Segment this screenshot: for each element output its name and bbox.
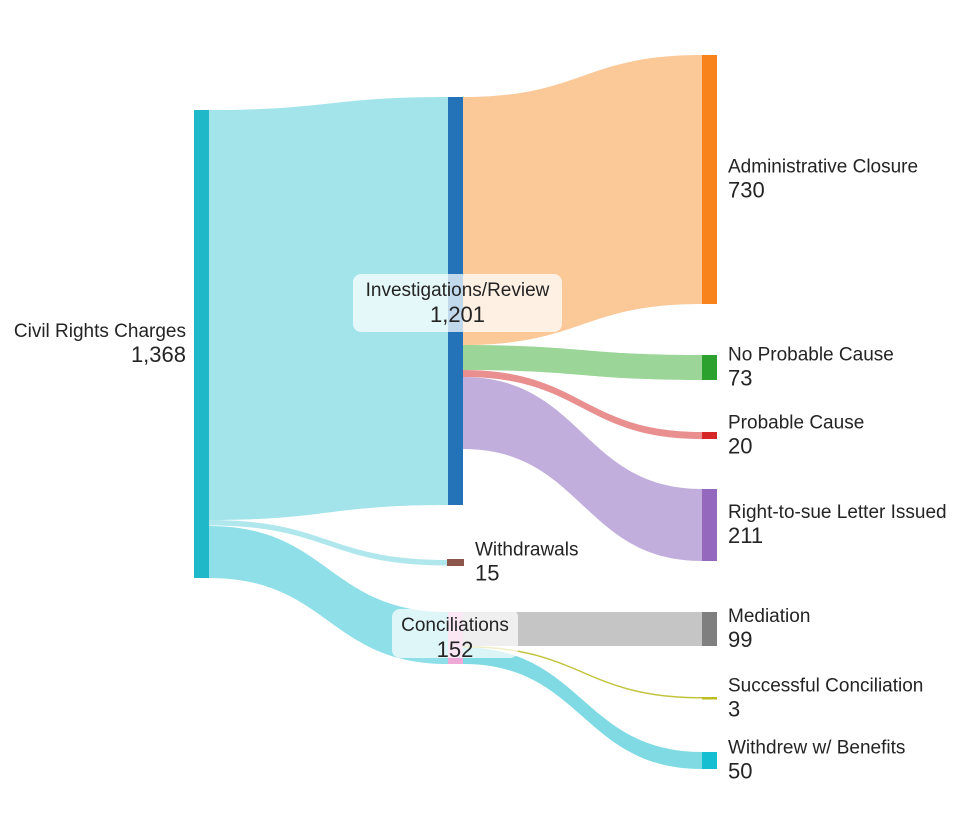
node-civil_rights_charges [194, 110, 209, 578]
value-no_probable_cause: 73 [728, 366, 752, 391]
value-successful_conciliation: 3 [728, 696, 740, 721]
flow-civil_rights_charges-to-conciliations [209, 526, 448, 664]
node-mediation [702, 612, 717, 646]
node-withdrew_w_benefits [702, 752, 717, 769]
node-no_probable_cause [702, 355, 717, 380]
flow-civil_rights_charges-to-withdrawals [209, 520, 447, 566]
flow-conciliations-to-successful_conciliation [463, 646, 702, 699]
label-no_probable_cause: No Probable Cause [728, 345, 894, 366]
flow-investigations_review-to-probable_cause [463, 370, 702, 439]
label-successful_conciliation: Successful Conciliation [728, 675, 923, 696]
label-mediation: Mediation [728, 606, 810, 627]
flow-civil_rights_charges-to-investigations_review [209, 97, 448, 520]
label-investigations_review: Investigations/Review [366, 280, 550, 301]
flow-conciliations-to-mediation [463, 612, 702, 646]
label-withdrew_w_benefits: Withdrew w/ Benefits [728, 738, 905, 759]
node-successful_conciliation [702, 697, 717, 700]
value-conciliations: 152 [437, 637, 474, 662]
label-administrative_closure: Administrative Closure [728, 157, 918, 178]
flow-investigations_review-to-right_to_sue_letter_issued [463, 377, 702, 561]
label-probable_cause: Probable Cause [728, 413, 864, 434]
value-mediation: 99 [728, 627, 752, 652]
value-administrative_closure: 730 [728, 178, 765, 203]
value-probable_cause: 20 [728, 434, 752, 459]
value-withdrew_w_benefits: 50 [728, 759, 752, 784]
label-box-conciliations [392, 609, 518, 658]
node-administrative_closure [702, 55, 717, 304]
label-conciliations: Conciliations [401, 615, 509, 636]
flow-conciliations-to-withdrew_w_benefits [463, 647, 702, 769]
label-civil_rights_charges: Civil Rights Charges [14, 321, 186, 342]
value-withdrawals: 15 [475, 561, 499, 586]
node-probable_cause [702, 432, 717, 439]
node-right_to_sue_letter_issued [702, 489, 717, 561]
value-civil_rights_charges: 1,368 [131, 342, 186, 367]
label-box-investigations_review [353, 274, 562, 332]
label-withdrawals: Withdrawals [475, 540, 578, 561]
flow-investigations_review-to-administrative_closure [463, 55, 702, 345]
label-right_to_sue_letter_issued: Right-to-sue Letter Issued [728, 502, 947, 523]
value-right_to_sue_letter_issued: 211 [728, 523, 763, 548]
node-withdrawals [447, 559, 464, 566]
flow-investigations_review-to-no_probable_cause [463, 345, 702, 380]
value-investigations_review: 1,201 [430, 302, 485, 327]
